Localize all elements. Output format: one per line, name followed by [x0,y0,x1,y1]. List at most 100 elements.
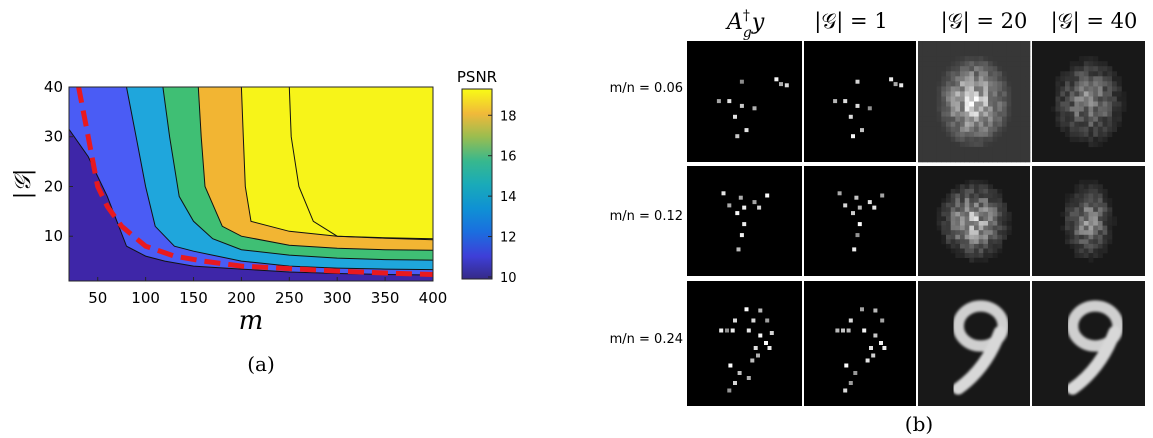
noise-pixel [1016,71,1021,77]
sparse-pixel [846,328,851,333]
noise-pixel [1116,111,1122,117]
noise-pixel [1102,243,1108,249]
noise-pixel [941,230,947,236]
noise-pixel [1025,131,1031,138]
noise-pixel [992,248,998,254]
noise-pixel [1121,106,1127,112]
noise-pixel [946,216,951,222]
noise-pixel [1097,248,1103,254]
noise-pixel [969,193,975,199]
noise-pixel [960,106,965,112]
recon-image-r1-c2 [804,41,916,162]
noise-pixel [974,239,979,245]
noise-pixel [950,81,956,87]
noise-pixel [969,96,975,102]
noise-pixel [932,126,937,132]
noise-pixel [1107,230,1113,236]
noise-pixel [922,126,928,132]
noise-pixel [932,136,937,143]
noise-pixel [1011,126,1017,132]
noise-pixel [1107,121,1113,127]
sparse-pixel [835,328,840,333]
noise-pixel [927,146,933,153]
noise-pixel [1093,225,1099,231]
noise-pixel [927,131,933,138]
noise-pixel [918,96,923,102]
x-tick-label: 150 [179,289,208,307]
noise-pixel [1011,56,1017,62]
noise-pixel [918,146,923,153]
noise-pixel [992,106,998,112]
noise-pixel [964,230,970,236]
noise-pixel [988,126,993,132]
panel-a: 50 100 150 200 250 300 350 400 10 20 30 40 m |𝒢| P… [11,68,517,376]
noise-pixel [941,239,947,245]
noise-pixel [950,248,956,254]
noise-pixel [1093,193,1099,199]
noise-pixel [960,225,965,231]
noise-pixel [1102,198,1108,203]
noise-pixel [1102,81,1108,87]
noise-pixel [1002,46,1007,52]
noise-pixel [941,96,947,102]
noise-pixel [1002,71,1007,77]
noise-pixel [946,111,951,117]
noise-pixel [969,101,975,107]
noise-pixel [992,101,998,107]
noise-pixel [992,51,998,57]
noise-pixel [988,111,993,117]
noise-pixel [988,243,993,249]
noise-pixel [997,193,1003,199]
noise-pixel [978,157,984,163]
noise-pixel [1069,225,1075,231]
noise-pixel [941,216,947,222]
noise-pixel [1093,106,1099,112]
noise-pixel [1093,56,1099,62]
noise-pixel [946,56,951,62]
noise-pixel [974,86,979,92]
noise-pixel [1074,61,1080,67]
noise-pixel [983,131,989,138]
noise-pixel [997,121,1003,127]
noise-pixel [941,91,947,97]
noise-pixel [927,141,933,148]
noise-pixel [1011,91,1017,97]
noise-pixel [1093,188,1099,194]
noise-pixel [1079,230,1085,236]
noise-pixel [1065,71,1070,77]
noise-pixel [988,188,993,194]
noise-pixel [978,248,984,254]
noise-pixel [1016,121,1021,127]
noise-pixel [1011,61,1017,67]
row-label-0.24: m/n = 0.24 [610,332,683,347]
recon-image-r1-c4 [1032,41,1145,162]
noise-pixel [997,51,1003,57]
recon-image-r3-c1 [687,281,802,406]
noise-pixel [946,96,951,102]
noise-pixel [974,66,979,72]
noise-pixel [988,230,993,236]
noise-pixel [969,202,975,208]
noise-pixel [1016,96,1021,102]
noise-pixel [941,234,947,240]
noise-pixel [1079,179,1085,185]
noise-pixel [988,239,993,245]
noise-pixel [1102,76,1108,82]
noise-pixel [918,66,923,72]
noise-pixel [960,56,965,62]
noise-pixel [946,141,951,148]
noise-pixel [941,207,947,213]
noise-pixel [922,46,928,52]
noise-pixel [1065,216,1070,222]
noise-pixel [932,76,937,82]
noise-pixel [955,136,961,143]
noise-pixel [1069,211,1075,217]
sparse-pixel [733,318,737,323]
noise-pixel [1002,106,1007,112]
noise-pixel [950,106,956,112]
noise-pixel [946,221,951,226]
noise-pixel [1097,202,1103,208]
image-background [687,281,802,406]
noise-pixel [941,225,947,231]
noise-pixel [1065,198,1070,203]
